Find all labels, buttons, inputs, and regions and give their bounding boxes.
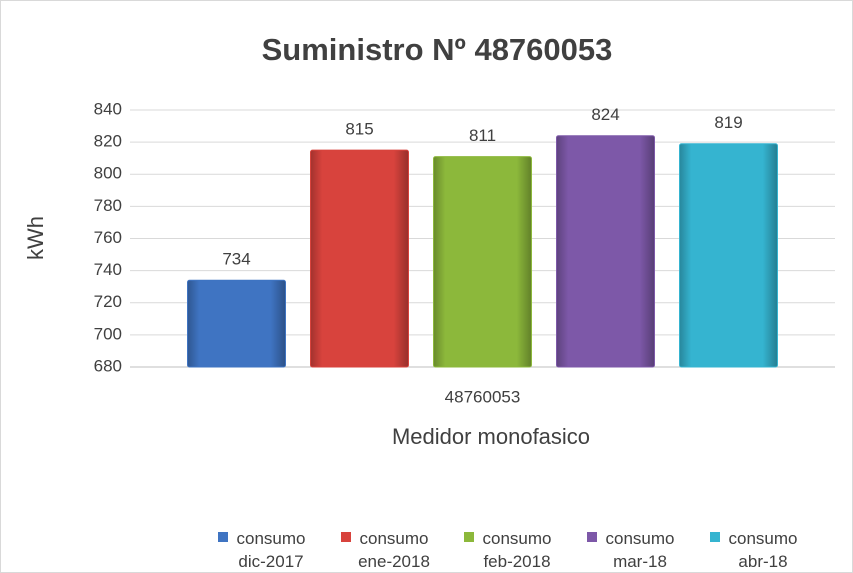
legend-label: consumo ene-2018: [358, 529, 430, 571]
bar: [433, 156, 532, 368]
legend-item: consumo ene-2018: [341, 527, 434, 573]
data-label: 815: [345, 120, 373, 139]
y-tick-label: 840: [94, 99, 122, 118]
legend-label: consumo feb-2018: [482, 529, 552, 571]
legend-marker: [587, 532, 597, 542]
y-tick-label: 680: [94, 356, 122, 375]
data-label: 824: [591, 105, 619, 124]
x-tick-label: 48760053: [445, 387, 521, 406]
legend-marker: [218, 532, 228, 542]
y-tick-label: 780: [94, 196, 122, 215]
bar: [679, 143, 778, 368]
y-tick-label: 720: [94, 292, 122, 311]
legend-item: consumo abr-18: [710, 527, 803, 573]
y-tick-label: 740: [94, 260, 122, 279]
legend-item: consumo mar-18: [587, 527, 680, 573]
legend-label: consumo dic-2017: [236, 529, 306, 571]
y-tick-label: 820: [94, 132, 122, 151]
chart-title: Suministro Nº 48760053: [262, 32, 613, 67]
y-axis-title: kWh: [23, 216, 48, 260]
legend: consumo dic-2017 consumo ene-2018 consumo …: [0, 527, 853, 573]
data-label: 811: [469, 126, 496, 145]
x-axis-title: Medidor monofasico: [392, 424, 590, 449]
legend-item: consumo feb-2018: [464, 527, 557, 573]
data-label: 734: [222, 250, 250, 269]
legend-marker: [341, 532, 351, 542]
y-tick-label: 760: [94, 228, 122, 247]
y-tick-label: 700: [94, 324, 122, 343]
legend-label: consumo mar-18: [605, 529, 675, 571]
bar: [556, 135, 655, 368]
legend-marker: [464, 532, 474, 542]
legend-item: consumo dic-2017: [218, 527, 311, 573]
legend-marker: [710, 532, 720, 542]
y-tick-label: 800: [94, 164, 122, 183]
data-label: 819: [714, 113, 742, 132]
bar: [187, 279, 286, 368]
bar: [310, 149, 409, 368]
legend-label: consumo abr-18: [728, 529, 798, 571]
